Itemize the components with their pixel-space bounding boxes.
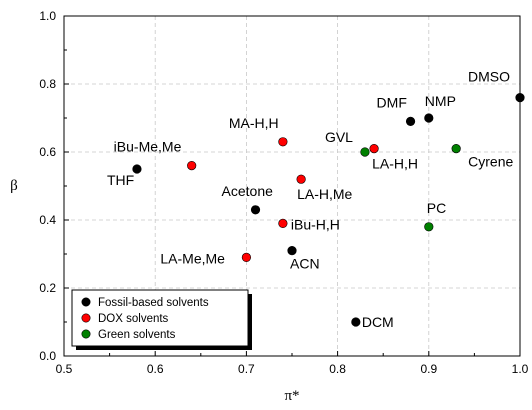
legend-marker [81, 329, 91, 339]
point-cyrene [451, 144, 461, 154]
x-tick-label: 0.6 [147, 362, 164, 376]
y-tick-label: 0.4 [39, 213, 56, 227]
y-tick-label: 0.6 [39, 145, 56, 159]
y-axis-label: β [10, 178, 18, 194]
x-tick-labels: 0.5 0.6 0.7 0.8 0.9 1.0 [56, 362, 529, 376]
point-la-me-me [241, 252, 251, 262]
label-dmso: DMSO [468, 69, 510, 85]
y-tick-label: 0.2 [39, 281, 56, 295]
point-labels: THF Acetone ACN DCM DMF NMP DMSO iBu-Me,Me LA-Me… [107, 69, 514, 330]
point-ibu-h-h [278, 218, 288, 228]
legend-entry: Fossil-based solvents [98, 297, 209, 309]
gridlines [64, 16, 520, 356]
label-gvl: GVL [325, 129, 353, 145]
data-points [132, 92, 525, 327]
label-acetone: Acetone [222, 183, 274, 199]
label-cyrene: Cyrene [468, 154, 513, 170]
x-tick-label: 1.0 [512, 362, 529, 376]
point-dcm [351, 317, 361, 327]
x-tick-label: 0.8 [329, 362, 346, 376]
legend-entry: DOX solvents [98, 313, 169, 325]
point-pc [424, 222, 434, 232]
y-tick-labels: 0.0 0.2 0.4 0.6 0.8 1.0 [39, 9, 56, 363]
label-la-me-me: LA-Me,Me [160, 250, 225, 266]
label-ibu-h-h: iBu-H,H [291, 216, 340, 232]
legend-entry: Green solvents [98, 329, 176, 341]
legend-marker [81, 297, 91, 307]
label-dcm: DCM [362, 314, 394, 330]
point-dmf [405, 116, 416, 126]
label-ibu-me-me: iBu-Me,Me [114, 139, 182, 155]
point-ibu-me-me [187, 161, 197, 171]
axis-ticks [63, 15, 521, 357]
legend: Fossil-based solvents DOX solvents Green s… [71, 289, 252, 350]
x-tick-label: 0.9 [420, 362, 437, 376]
legend-marker [81, 313, 91, 323]
x-tick-label: 0.5 [56, 362, 73, 376]
point-la-h-me [296, 174, 306, 184]
x-axis-label: π* [284, 388, 299, 404]
label-pc: PC [427, 200, 446, 216]
y-tick-label: 0.0 [39, 349, 56, 363]
point-dmso [515, 92, 525, 103]
label-la-h-me: LA-H,Me [297, 186, 352, 202]
label-la-h-h: LA-H,H [372, 156, 418, 172]
point-nmp [424, 113, 434, 123]
point-acn [287, 246, 297, 256]
point-gvl [360, 147, 370, 157]
y-tick-label: 0.8 [39, 77, 56, 91]
point-acetone [250, 205, 261, 215]
x-tick-label: 0.7 [238, 362, 255, 376]
label-acn: ACN [290, 256, 320, 272]
point-thf [132, 164, 142, 174]
label-nmp: NMP [425, 93, 456, 109]
legend-box [71, 289, 249, 347]
point-la-h-h [369, 144, 379, 154]
label-ma-h-h: MA-H,H [229, 115, 279, 131]
point-ma-h-h [278, 137, 288, 147]
label-dmf: DMF [377, 94, 407, 110]
label-thf: THF [107, 172, 134, 188]
y-tick-label: 1.0 [39, 9, 56, 23]
